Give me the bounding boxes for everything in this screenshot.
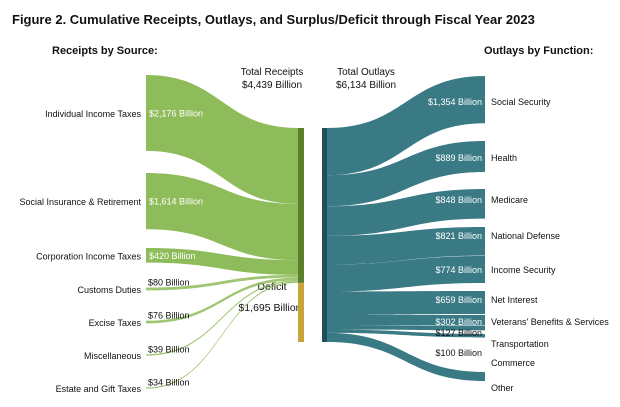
total-outlays-label: Total Outlays xyxy=(337,67,395,78)
receipt-name-estate-and-gift-taxes: Estate and Gift Taxes xyxy=(56,384,142,394)
outlay-name-veterans-benefits-services: Veterans' Benefits & Services xyxy=(491,317,609,327)
outlay-value-medicare: $848 Billion xyxy=(435,195,482,205)
outlay-value-health: $889 Billion xyxy=(435,153,482,163)
receipt-flow-social-insurance-retirement xyxy=(146,173,298,261)
receipt-name-customs-duties: Customs Duties xyxy=(77,285,141,295)
outlay-name-income-security: Income Security xyxy=(491,265,556,275)
outlays-heading: Outlays by Function: xyxy=(484,45,593,57)
outlay-value-veterans-benefits-services: $302 Billion xyxy=(435,317,482,327)
receipt-name-excise-taxes: Excise Taxes xyxy=(89,318,142,328)
outlay-flow-health xyxy=(327,141,485,207)
outlay-name-net-interest: Net Interest xyxy=(491,295,538,305)
outlay-name-other: Other xyxy=(491,383,514,393)
outlay-flow-net-interest xyxy=(327,291,485,315)
receipt-name-social-insurance-retirement: Social Insurance & Retirement xyxy=(19,197,141,207)
receipt-flow-customs-duties xyxy=(146,274,298,291)
total-receipts-label: Total Receipts xyxy=(241,67,304,78)
outlay-value-net-interest: $659 Billion xyxy=(435,295,482,305)
total-receipts-value: $4,439 Billion xyxy=(242,80,302,91)
receipt-value-excise-taxes: $76 Billion xyxy=(148,311,190,321)
chart-title: Figure 2. Cumulative Receipts, Outlays, … xyxy=(12,12,535,27)
outlay-flow-national-defense xyxy=(327,227,485,265)
receipt-name-miscellaneous: Miscellaneous xyxy=(84,351,142,361)
receipt-value-individual-income-taxes: $2,176 Billion xyxy=(149,108,203,118)
outlay-value-other: $260 Billion xyxy=(435,383,482,393)
receipt-flow-corporation-income-taxes xyxy=(146,248,298,275)
receipt-flow-excise-taxes xyxy=(146,277,298,324)
outlay-flow-medicare xyxy=(327,189,485,236)
outlay-name-health: Health xyxy=(491,153,517,163)
deficit-bar xyxy=(298,282,304,342)
total-outlays-value: $6,134 Billion xyxy=(336,80,396,91)
outlay-flow-transportation xyxy=(327,325,485,331)
outlay-name-transportation: Transportation xyxy=(491,339,549,349)
receipt-name-individual-income-taxes: Individual Income Taxes xyxy=(45,109,141,119)
total-receipts-bar xyxy=(298,128,304,283)
outlay-value-transportation: $127 Billion xyxy=(435,328,482,338)
outlay-value-commerce: $100 Billion xyxy=(435,348,482,358)
outlay-flow-social-security xyxy=(327,76,485,176)
outlay-name-social-security: Social Security xyxy=(491,97,551,107)
outlay-flow-income-security xyxy=(327,256,485,292)
receipt-value-miscellaneous: $39 Billion xyxy=(148,344,190,354)
receipts-heading: Receipts by Source: xyxy=(52,45,158,57)
outlay-flow-commerce xyxy=(327,329,485,338)
receipt-flow-miscellaneous xyxy=(146,280,298,356)
receipt-value-social-insurance-retirement: $1,614 Billion xyxy=(149,197,203,207)
total-outlays-bar xyxy=(322,128,327,342)
receipt-flow-individual-income-taxes xyxy=(146,75,298,204)
outlay-flow-other xyxy=(327,332,485,382)
deficit-value: $1,695 Billion xyxy=(238,302,301,314)
outlay-name-national-defense: National Defense xyxy=(491,231,560,241)
receipt-value-corporation-income-taxes: $420 Billion xyxy=(149,251,196,261)
outlay-value-national-defense: $821 Billion xyxy=(435,231,482,241)
receipt-value-estate-and-gift-taxes: $34 Billion xyxy=(148,377,190,387)
receipt-flow-estate-and-gift-taxes xyxy=(146,281,298,389)
receipt-value-customs-duties: $80 Billion xyxy=(148,278,190,288)
outlay-flow-veterans-benefits-services xyxy=(327,314,485,326)
receipt-name-corporation-income-taxes: Corporation Income Taxes xyxy=(36,251,141,261)
outlay-name-medicare: Medicare xyxy=(491,195,528,205)
outlay-name-commerce: Commerce xyxy=(491,358,535,368)
outlay-value-social-security: $1,354 Billion xyxy=(428,97,482,107)
outlay-value-income-security: $774 Billion xyxy=(435,265,482,275)
